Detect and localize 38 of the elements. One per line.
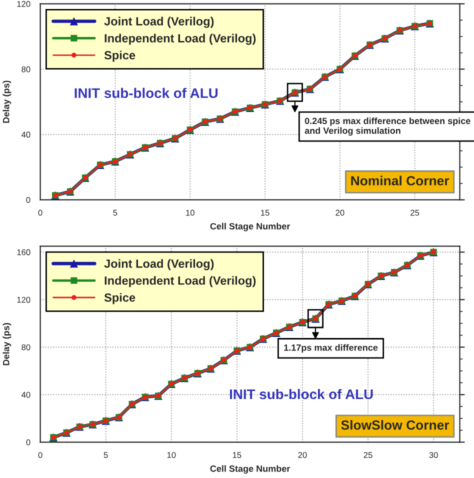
y-tick-label: 40 xyxy=(21,132,30,138)
x-tick-label: 5 xyxy=(113,210,118,216)
y-tick-label: 40 xyxy=(21,392,30,398)
y-tick-label: 120 xyxy=(17,296,30,303)
x-tick-label: 25 xyxy=(364,452,372,458)
x-tick-label: 15 xyxy=(261,210,270,216)
legend-label: Spice xyxy=(104,293,136,304)
y-tick-label: 80 xyxy=(22,344,30,350)
x-tick-label: 20 xyxy=(298,452,307,458)
x-tick-label: 20 xyxy=(336,210,344,216)
x-axis-title: Cell Stage Number xyxy=(210,222,290,232)
y-axis-title: Delay (ps) xyxy=(2,80,12,123)
legend-label: Independent Load (Verilog) xyxy=(104,276,256,288)
annotation: 1.17ps max difference xyxy=(284,344,378,353)
annotation: SlowSlow Corner xyxy=(341,420,450,430)
legend-label: Joint Load (Verilog) xyxy=(104,16,214,28)
y-tick-label: 80 xyxy=(22,66,30,72)
y-tick-label: 160 xyxy=(17,249,30,256)
x-axis-title: Cell Stage Number xyxy=(210,465,290,474)
annotation: Nominal Corner xyxy=(351,176,450,186)
x-tick-label: 15 xyxy=(232,452,242,458)
y-axis-title: Delay (ps) xyxy=(2,323,12,366)
x-tick-label: 10 xyxy=(186,210,194,216)
legend-label: Spice xyxy=(104,50,136,62)
x-tick-label: 30 xyxy=(429,452,438,458)
x-tick-label: 0 xyxy=(38,210,42,216)
x-tick-label: 25 xyxy=(410,210,420,216)
y-tick-label: 0 xyxy=(26,197,30,203)
x-tick-label: 10 xyxy=(167,452,176,458)
y-tick-label: 0 xyxy=(26,439,30,446)
legend-label: Joint Load (Verilog) xyxy=(104,259,214,270)
annotation: INIT sub-block of ALU xyxy=(230,388,373,400)
legend-label: Independent Load (Verilog) xyxy=(104,34,256,45)
x-tick-label: 0 xyxy=(38,452,42,458)
x-tick-label: 5 xyxy=(104,452,108,458)
annotation: 0.245 ps max difference between spice and Verilog simulation xyxy=(304,117,470,136)
annotation: INIT sub-block of ALU xyxy=(74,88,218,98)
y-tick-label: 120 xyxy=(17,1,30,7)
